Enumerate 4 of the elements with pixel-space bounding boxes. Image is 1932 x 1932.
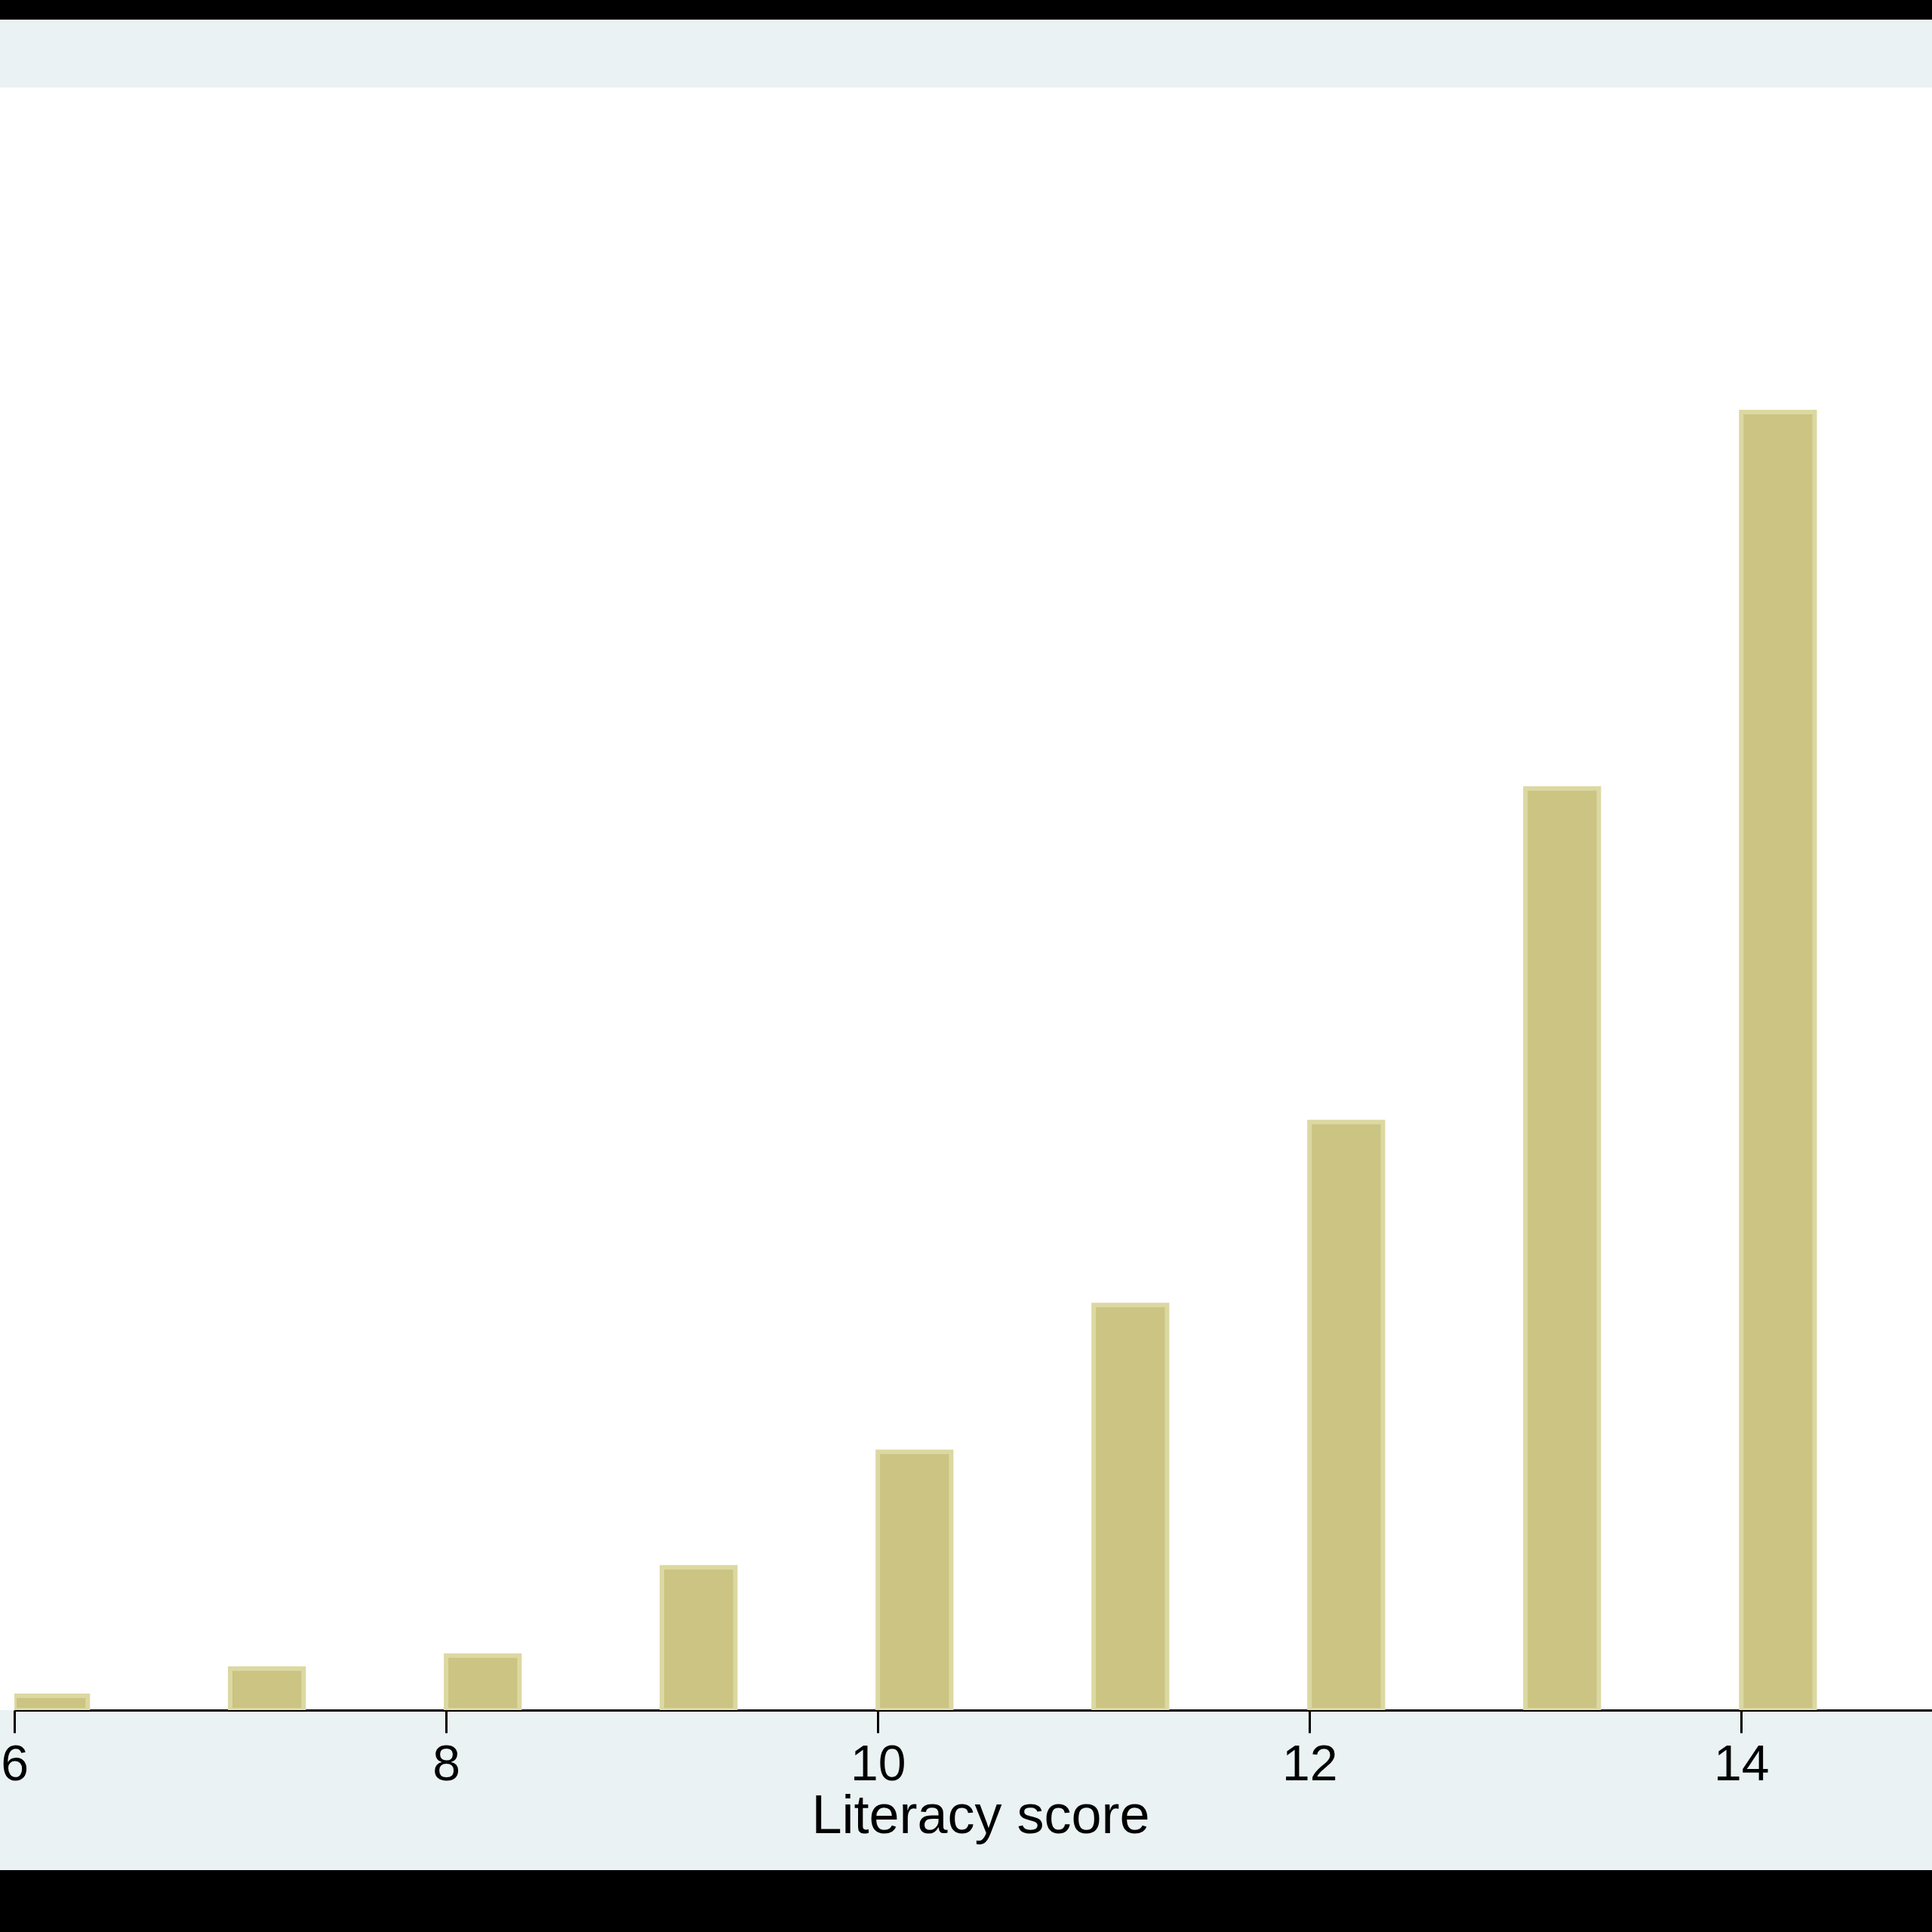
x-tick-label: 8 — [432, 1734, 460, 1791]
x-tick-label: 14 — [1714, 1734, 1770, 1791]
x-tick-label: 12 — [1281, 1734, 1338, 1791]
x-tick-label: 6 — [1, 1734, 29, 1791]
